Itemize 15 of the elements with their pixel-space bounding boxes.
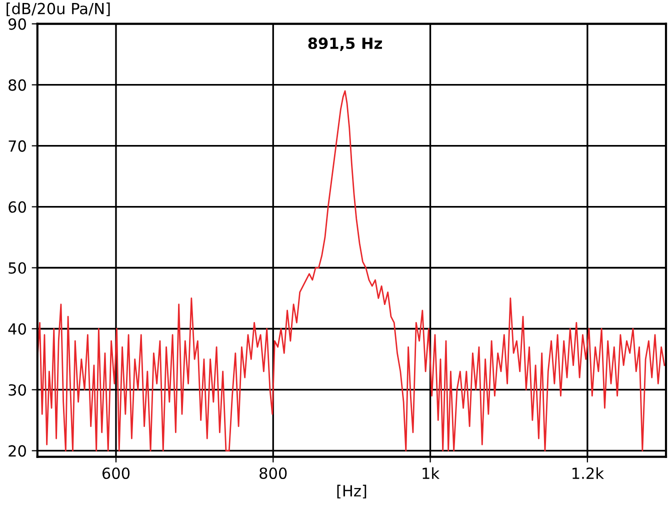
x-tick-label: 600 — [102, 467, 130, 480]
x-tick-label: 1.2k — [572, 467, 604, 479]
x-tick-label: 1k — [422, 467, 440, 479]
y-tick-label: 30 — [8, 384, 26, 396]
y-tick-label: 60 — [8, 201, 26, 213]
x-axis-title: [Hz] — [337, 484, 366, 498]
y-tick-label: 40 — [8, 323, 26, 335]
annotation: 891,5 Hz — [308, 38, 382, 52]
y-tick-label: 90 — [8, 18, 26, 30]
y-tick-label: 80 — [8, 79, 26, 91]
y-tick-label: 70 — [8, 140, 26, 152]
y-axis-title: [dB/20u Pa/N] — [6, 2, 110, 16]
x-tick-label: 800 — [260, 467, 287, 480]
y-tick-label: 20 — [8, 445, 26, 457]
y-tick-label: 50 — [8, 262, 26, 274]
